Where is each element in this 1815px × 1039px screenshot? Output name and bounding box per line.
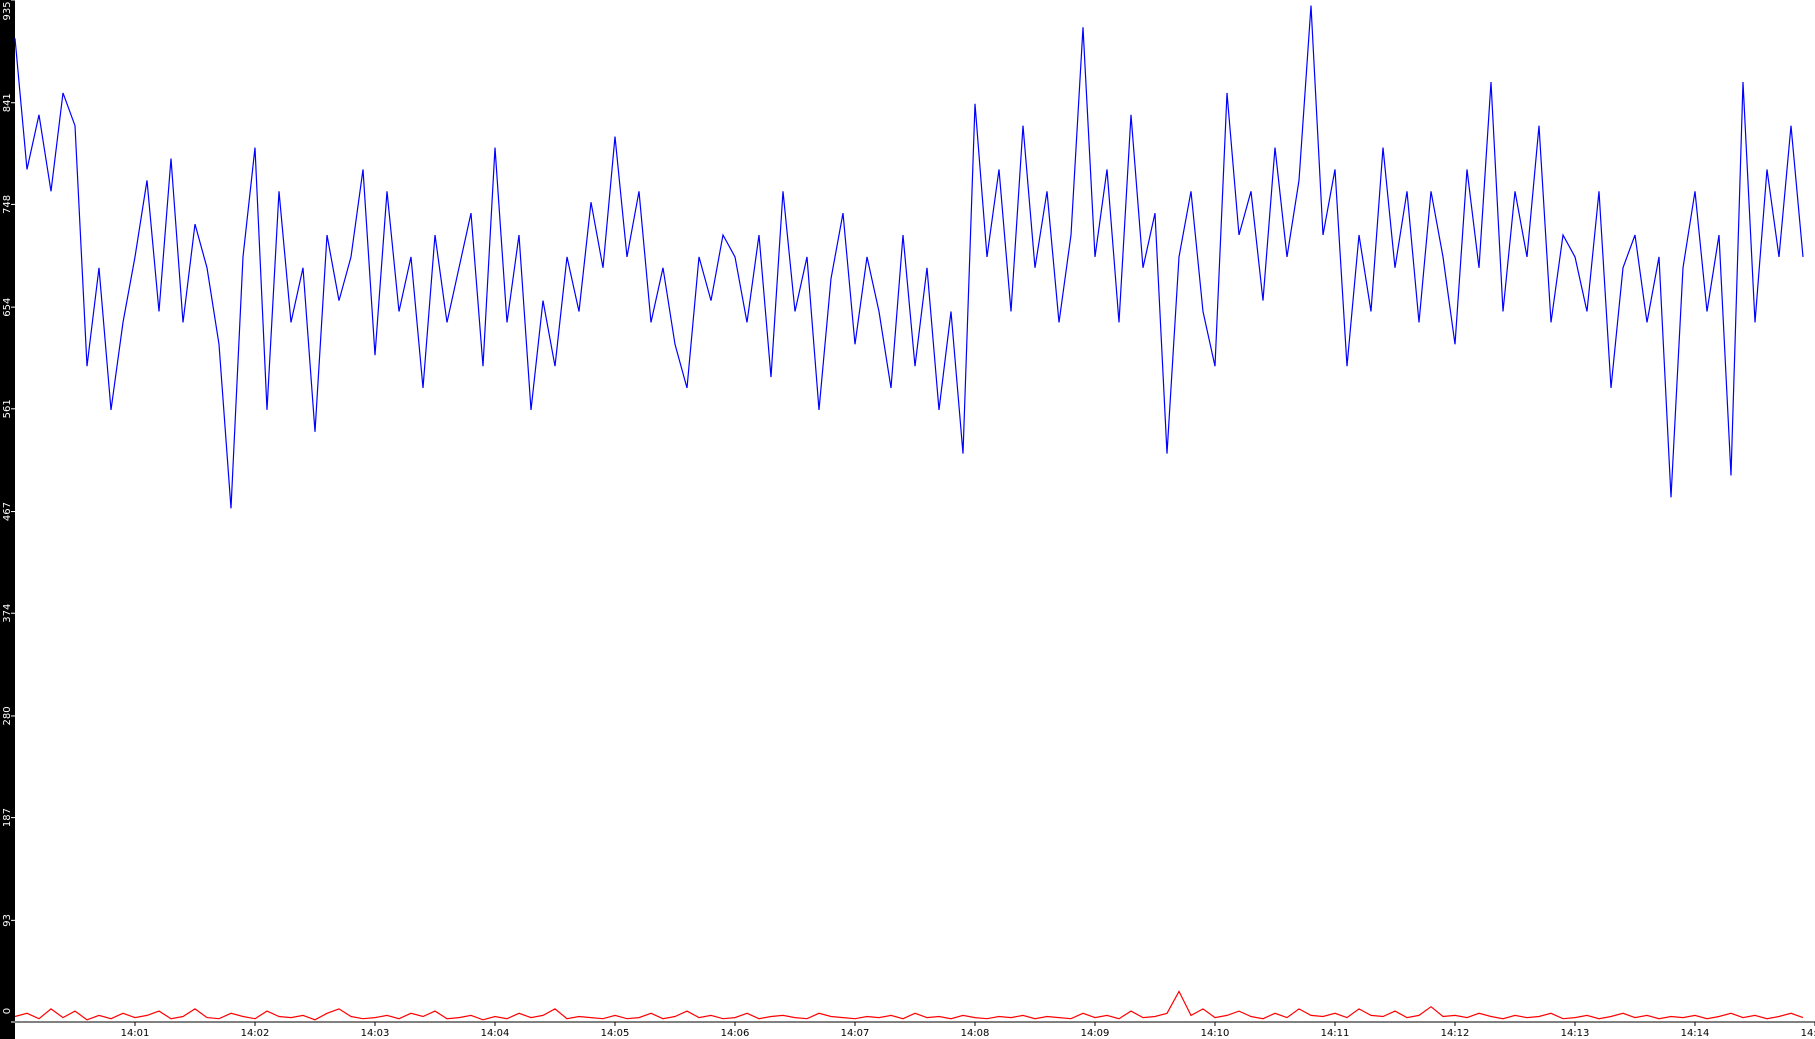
- y-tick-label: 280: [2, 706, 13, 725]
- y-tick-label: 93: [2, 914, 13, 927]
- x-tick-label: 14:08: [961, 1028, 990, 1039]
- y-tick-label: 841: [2, 93, 13, 112]
- x-tick-label: 14:12: [1441, 1028, 1470, 1039]
- x-tick-label: 14:05: [601, 1028, 630, 1039]
- x-tick-label: 14:06: [721, 1028, 750, 1039]
- series-line: [14, 990, 1804, 1021]
- y-tick-label: 748: [2, 195, 13, 214]
- x-tick-label: 14:02: [241, 1028, 270, 1039]
- series-line: [14, 5, 1804, 509]
- y-axis-strip: [0, 0, 15, 1039]
- y-tick-label: 467: [2, 502, 13, 521]
- x-tick-label: 14:04: [481, 1028, 510, 1039]
- y-tick-label: 187: [2, 808, 13, 827]
- x-tick-label: 14:03: [361, 1028, 390, 1039]
- y-tick-label: 374: [2, 604, 13, 623]
- x-tick-label: 14:10: [1201, 1028, 1230, 1039]
- x-tick-label: 14:09: [1081, 1028, 1110, 1039]
- y-tick-label: 935: [2, 1, 13, 20]
- x-tick-label: 14:07: [841, 1028, 870, 1039]
- x-tick-label: 14:14: [1681, 1028, 1710, 1039]
- x-tick-label: 14:13: [1561, 1028, 1590, 1039]
- y-tick-label: 654: [2, 298, 13, 317]
- x-tick-label: 14:11: [1321, 1028, 1350, 1039]
- x-tick-label: 14:01: [121, 1028, 150, 1039]
- x-tick-label: 14:15: [1801, 1028, 1815, 1039]
- y-tick-label: 0: [2, 1008, 13, 1014]
- y-tick-label: 561: [2, 399, 13, 418]
